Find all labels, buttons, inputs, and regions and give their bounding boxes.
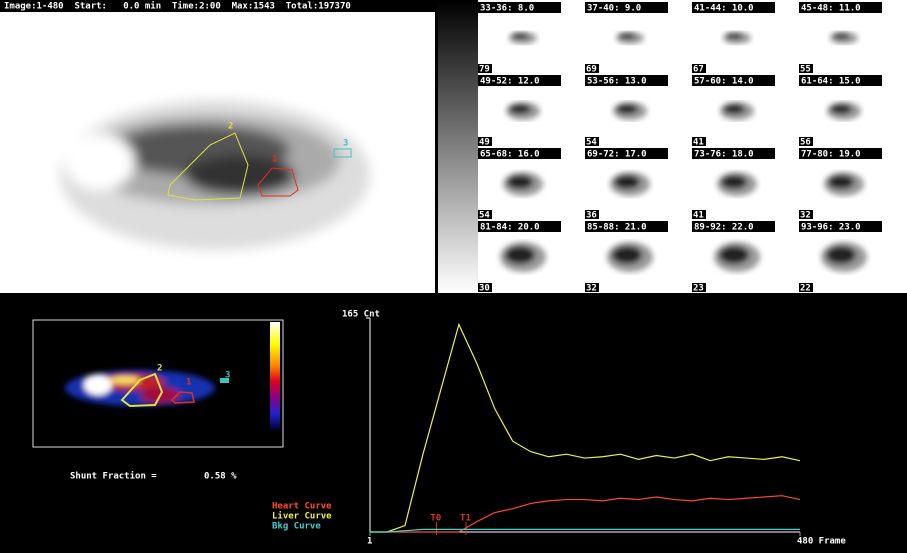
- scan-image: [60, 100, 370, 250]
- blob: [507, 175, 533, 189]
- frame-label: 65-68: 16.0: [480, 150, 540, 160]
- frame-image: [717, 172, 757, 196]
- shunt-value: 0.58 %: [204, 472, 237, 482]
- frame-label: 73-76: 18.0: [694, 150, 754, 160]
- frame-count: 41: [693, 138, 704, 148]
- frame-image: [720, 102, 754, 120]
- legend-entry: Heart Curve: [272, 502, 332, 512]
- frame-image: [827, 102, 861, 120]
- frame-count: 54: [586, 138, 597, 148]
- frame-label: 61-64: 15.0: [801, 77, 861, 87]
- frame-label: 49-52: 12.0: [480, 77, 540, 87]
- y-tick-label: 165 Cnt: [342, 310, 380, 320]
- frame-count: 23: [693, 284, 704, 294]
- curve: [370, 324, 800, 532]
- frame-count: 69: [586, 65, 597, 75]
- blob: [725, 33, 743, 39]
- legend-entry: Bkg Curve: [272, 522, 321, 532]
- frame-image: [509, 32, 537, 44]
- frame-image: [714, 242, 760, 272]
- roi-label: 2: [157, 364, 162, 374]
- frame-count: 67: [693, 65, 704, 75]
- blob: [618, 33, 636, 39]
- frame-count: 32: [586, 284, 597, 294]
- frame-label: 77-80: 19.0: [801, 150, 861, 160]
- frame-image: [607, 242, 653, 272]
- x-tick-label: 1: [367, 537, 372, 547]
- frame-label: 45-48: 11.0: [801, 4, 861, 14]
- frame-image: [830, 32, 858, 44]
- frame-label: 41-44: 10.0: [694, 4, 754, 14]
- x-tick-label: 480 Frame: [797, 537, 846, 547]
- frame-count: 54: [479, 211, 490, 221]
- frame-count: 36: [586, 211, 597, 221]
- gray-scale-bar: [438, 0, 478, 293]
- blob: [614, 175, 640, 189]
- shunt-label: Shunt Fraction =: [70, 471, 157, 482]
- blob: [612, 246, 642, 264]
- frame-image: [616, 32, 644, 44]
- legend-entry: Liver Curve: [272, 511, 332, 522]
- roi-label: 1: [186, 378, 191, 388]
- blob: [509, 104, 531, 114]
- frame-label: 85-88: 21.0: [587, 223, 647, 233]
- frame-count: 32: [800, 211, 811, 221]
- frame-label: 33-36: 8.0: [480, 4, 534, 14]
- frame-count: 41: [693, 211, 704, 221]
- roi-label: 3: [343, 139, 348, 149]
- frame-label: 57-60: 14.0: [694, 77, 754, 87]
- blob: [511, 33, 529, 39]
- time-marker-label: T1: [460, 514, 471, 524]
- time-marker-label: T0: [430, 514, 441, 524]
- frame-image: [821, 242, 867, 272]
- color-image: [65, 370, 215, 406]
- blob: [719, 246, 749, 264]
- frame-image: [610, 172, 650, 196]
- frame-count: 22: [800, 284, 811, 294]
- frame-count: 79: [479, 65, 490, 75]
- blob: [721, 175, 747, 189]
- blob: [723, 104, 745, 114]
- frame-image: [613, 102, 647, 120]
- frame-count: 55: [800, 65, 811, 75]
- frame-label: 89-92: 22.0: [694, 223, 754, 233]
- frame-label: 81-84: 20.0: [480, 223, 540, 233]
- roi-label: 2: [228, 122, 233, 132]
- frame-label: 69-72: 17.0: [587, 150, 647, 160]
- blob: [832, 33, 850, 39]
- roi-label: 1: [272, 155, 277, 165]
- blob: [828, 175, 854, 189]
- blob: [830, 104, 852, 114]
- blob: [616, 104, 638, 114]
- frame-count: 56: [800, 138, 811, 148]
- blob: [505, 246, 535, 264]
- frame-label: 53-56: 13.0: [587, 77, 647, 87]
- frame-image: [503, 172, 543, 196]
- screen: Image:1-480 Start: 0.0 min Time:2:00 Max…: [0, 0, 907, 553]
- color-scale-bar: [270, 322, 280, 430]
- frame-count: 30: [479, 284, 490, 294]
- frame-label: 93-96: 23.0: [801, 223, 861, 233]
- roi-label: 3: [225, 371, 230, 381]
- frame-image: [723, 32, 751, 44]
- header-text: Image:1-480 Start: 0.0 min Time:2:00 Max…: [4, 1, 351, 12]
- frame-image: [824, 172, 864, 196]
- frame-image: [506, 102, 540, 120]
- frame-count: 49: [479, 138, 490, 148]
- blob: [826, 246, 856, 264]
- frame-label: 37-40: 9.0: [587, 4, 641, 14]
- frame-image: [500, 242, 546, 272]
